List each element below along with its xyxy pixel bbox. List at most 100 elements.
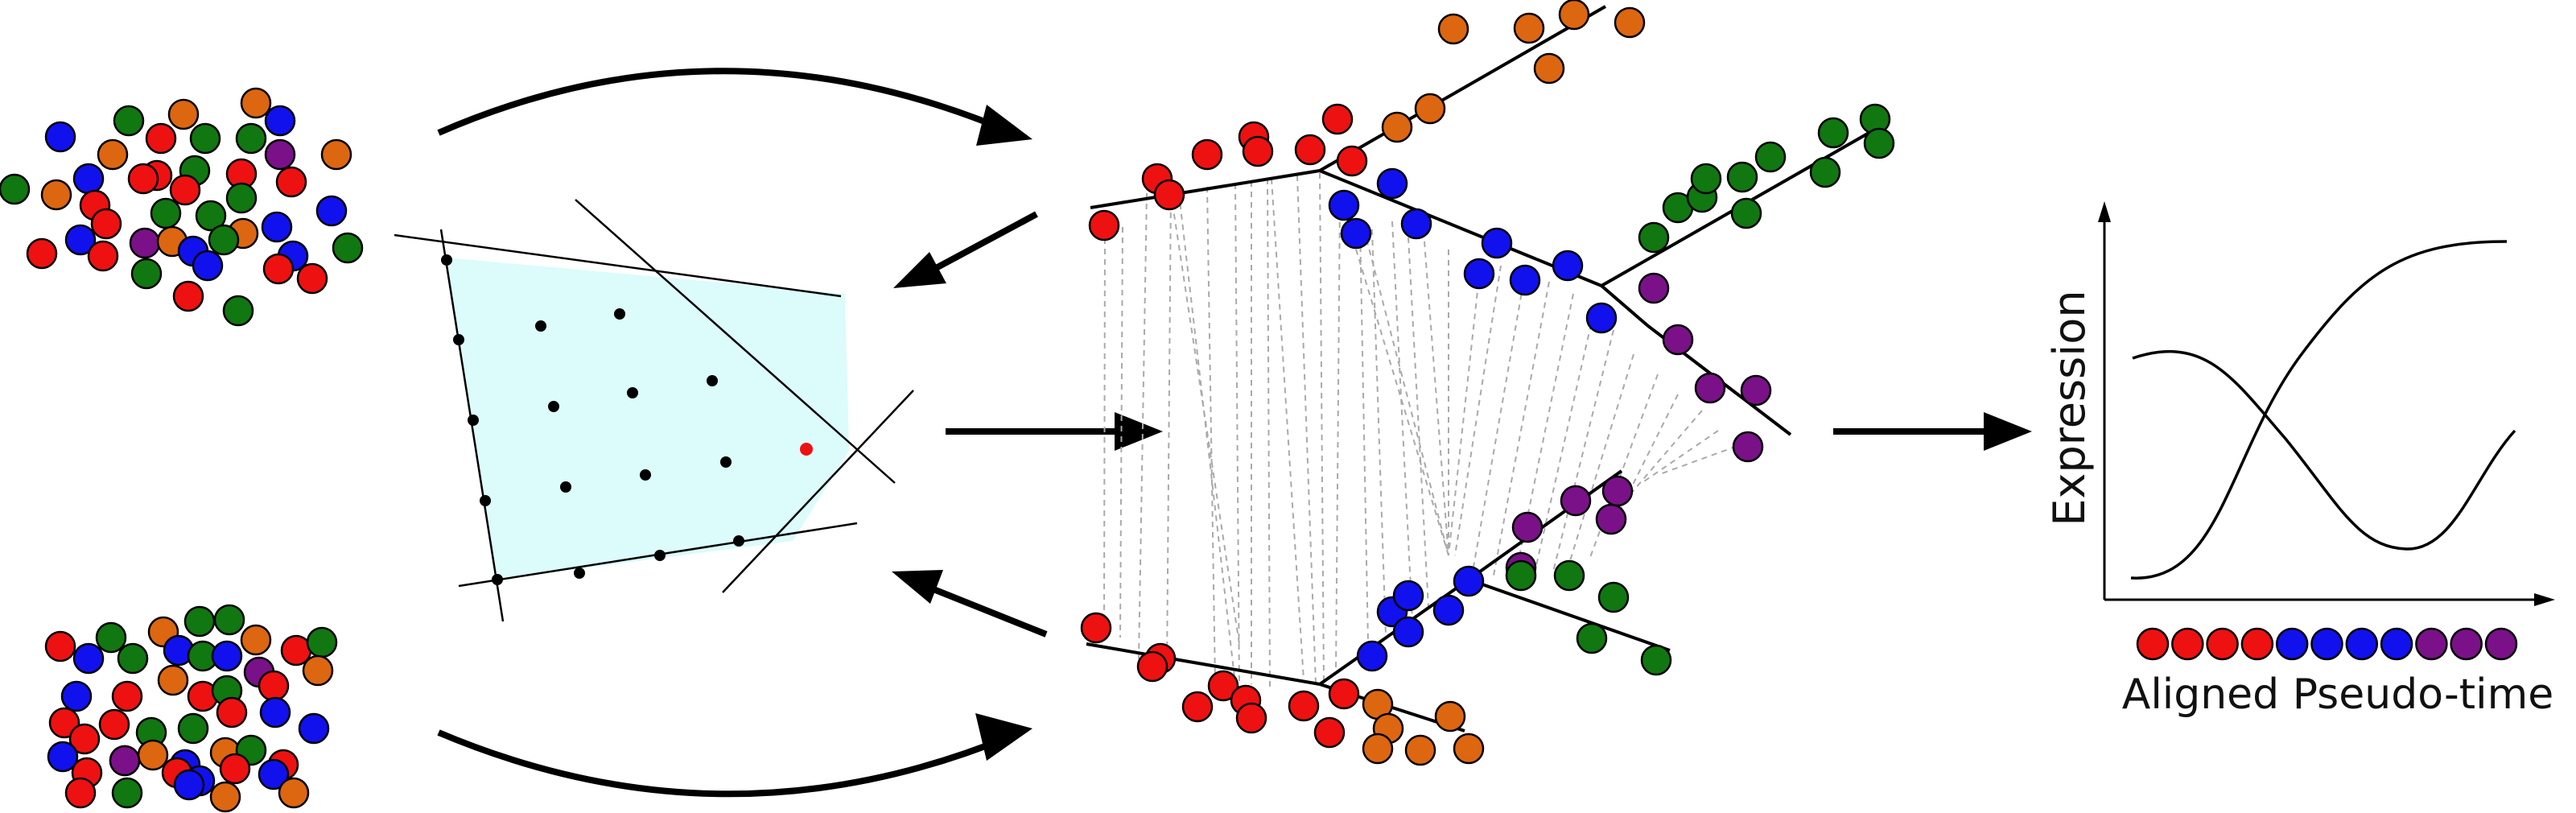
cell-red	[172, 280, 204, 312]
cell-red	[1235, 702, 1267, 734]
polygon-sample-point	[492, 574, 503, 585]
cell-blue	[60, 680, 93, 712]
cell-green	[150, 197, 182, 229]
cell-red	[87, 240, 119, 272]
cell-blue	[298, 712, 330, 745]
alignment-dashed-line	[1271, 178, 1304, 681]
cell-red	[1321, 103, 1354, 135]
cell-blue	[1340, 217, 1372, 250]
trajectory-top	[1090, 5, 1884, 436]
alignment-dashed-line	[1424, 241, 1449, 556]
cell-purple	[1694, 372, 1726, 404]
expression-curve-decreasing	[2132, 349, 2516, 551]
convex-polygon-panel	[394, 199, 914, 622]
polygon-sample-points	[441, 254, 813, 585]
cell-blue	[1552, 250, 1584, 282]
alignment-dashed-lines	[1103, 172, 1747, 689]
cell-blue	[1585, 302, 1618, 334]
cell-red	[26, 237, 58, 270]
cell-red	[275, 166, 307, 198]
cell-orange	[1558, 0, 1590, 31]
cell-orange	[278, 777, 310, 809]
cell-orange	[1453, 733, 1485, 765]
cell-purple	[1560, 485, 1592, 517]
cell-red	[1136, 650, 1168, 683]
alignment-dashed-line	[1267, 178, 1271, 689]
polygon-sample-point	[441, 254, 452, 266]
cell-green	[1726, 161, 1758, 193]
alignment-dashed-line	[1371, 229, 1387, 637]
cell-green	[177, 712, 209, 745]
cell-red	[111, 680, 143, 712]
cell-green	[235, 122, 267, 155]
cell-blue	[1392, 580, 1424, 612]
cell-purple	[1662, 324, 1694, 356]
alignment-dashed-line	[1641, 430, 1719, 484]
cell-green	[1817, 117, 1849, 149]
cell-blue	[1400, 208, 1432, 240]
alignment-dashed-line	[1629, 410, 1703, 496]
cell-purple	[1511, 511, 1544, 543]
cell-blue	[1481, 227, 1513, 259]
cell-red	[1242, 135, 1274, 167]
cell-red	[1207, 670, 1239, 702]
cell-orange	[1414, 93, 1446, 125]
cell-green	[1863, 127, 1895, 159]
cell-green	[113, 105, 145, 137]
alignment-dashed-line	[1363, 229, 1449, 556]
y-axis-label: Expression	[2044, 290, 2095, 526]
cell-red	[1191, 138, 1223, 171]
pseudotime-cell-purple	[2450, 627, 2483, 661]
alignment-dashed-line	[1512, 293, 1574, 588]
polygon-sample-point	[720, 456, 732, 468]
cell-blue	[1356, 640, 1388, 672]
pseudotime-cell-red	[2136, 627, 2170, 661]
alignment-dashed-line	[1408, 237, 1429, 609]
polygon-sample-point	[614, 308, 625, 320]
cell-blue	[1453, 565, 1485, 597]
alignment-dashed-line	[1178, 192, 1236, 685]
cell-green	[1690, 163, 1722, 195]
cell-blue	[72, 642, 105, 675]
arrow-bottom-curve-head	[975, 713, 1032, 761]
cell-blue	[47, 741, 79, 773]
flow-arrows	[437, 68, 2032, 798]
cell-green	[1754, 141, 1787, 173]
cell-orange	[1404, 734, 1436, 766]
cell-red	[64, 777, 97, 809]
pseudotime-cell-blue	[2275, 627, 2309, 661]
y-axis-arrowhead	[2098, 201, 2111, 222]
pseudotime-cell-blue	[2345, 627, 2379, 661]
cell-purple	[1638, 272, 1670, 304]
cell-green	[1809, 156, 1841, 188]
polygon-sample-point	[535, 320, 546, 332]
cell-red	[68, 723, 101, 755]
expression-plot: Expression Aligned Pseudo-time	[2044, 201, 2555, 719]
pseudotime-cell-purple	[2415, 627, 2448, 661]
arrow-bottom-curve	[437, 729, 1012, 798]
cell-green	[117, 642, 149, 675]
cell-blue	[258, 758, 290, 790]
polygon-sample-point	[654, 550, 666, 561]
trajectory-bottom-branch-green	[1468, 578, 1671, 652]
cell-red	[1080, 612, 1112, 644]
aligned-trajectories-panel	[1080, 0, 1895, 766]
cell-green	[1730, 197, 1762, 229]
cell-green	[1597, 581, 1630, 613]
alignment-dashed-line	[1170, 192, 1240, 645]
cell-red	[1088, 209, 1120, 241]
arrow-top-curve	[437, 68, 1020, 138]
cell-orange	[97, 138, 129, 171]
cell-blue	[1376, 167, 1408, 200]
alignment-dashed-line	[1657, 442, 1747, 476]
cell-blue	[1392, 616, 1424, 648]
cell-red	[98, 708, 130, 741]
convex-polygon	[445, 258, 849, 580]
cell-blue	[259, 696, 291, 728]
arrow-to-polygon-bottom	[924, 583, 1048, 638]
cell-cluster-dataset-1	[0, 87, 364, 327]
cell-red	[1336, 145, 1368, 177]
alignment-dashed-line	[1391, 221, 1413, 621]
alignment-dashed-line	[1319, 172, 1325, 685]
